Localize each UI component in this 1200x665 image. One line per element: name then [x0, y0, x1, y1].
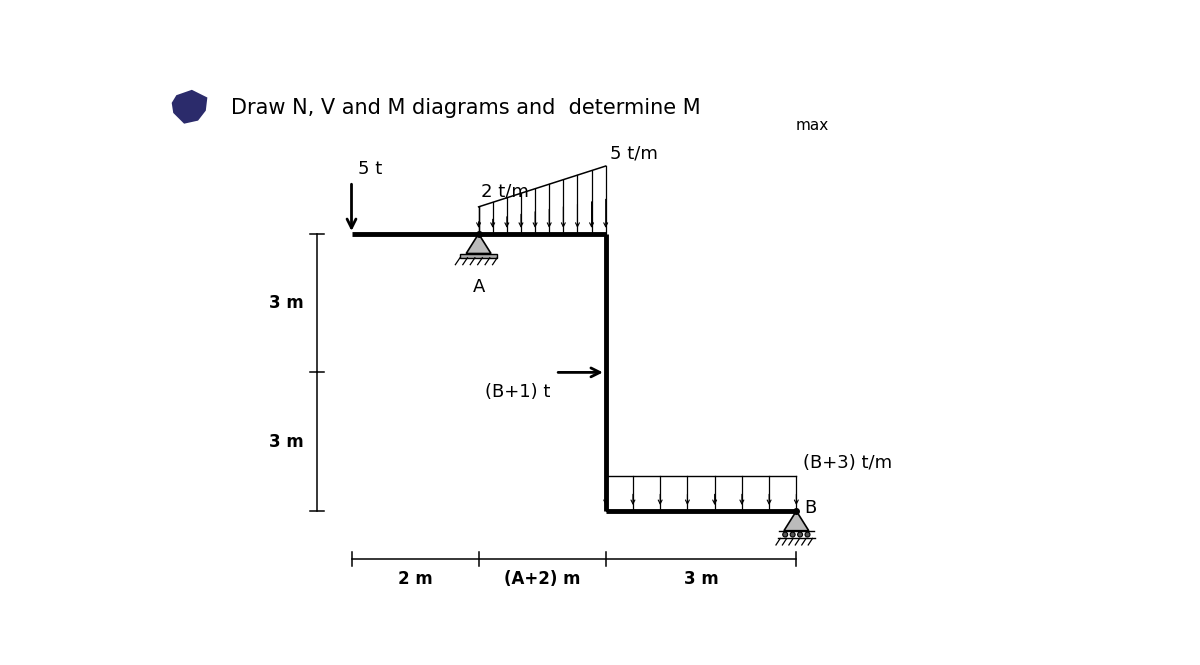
Circle shape	[782, 532, 787, 537]
Polygon shape	[466, 234, 491, 253]
Text: 2 t/m: 2 t/m	[481, 183, 529, 201]
Text: B: B	[804, 499, 816, 517]
Text: max: max	[796, 118, 829, 132]
Polygon shape	[172, 90, 208, 124]
Circle shape	[805, 532, 810, 537]
Polygon shape	[784, 511, 809, 531]
Text: Draw N, V and M diagrams and  determine M: Draw N, V and M diagrams and determine M	[232, 98, 701, 118]
Bar	[460, 253, 497, 258]
Text: (B+3) t/m: (B+3) t/m	[803, 454, 892, 473]
Text: (A+2) m: (A+2) m	[504, 569, 581, 587]
Text: 3 m: 3 m	[270, 294, 305, 312]
Text: (B+1) t: (B+1) t	[485, 383, 551, 401]
Text: 3 m: 3 m	[684, 569, 719, 587]
Circle shape	[798, 532, 803, 537]
Circle shape	[790, 532, 796, 537]
Text: 5 t: 5 t	[358, 160, 382, 178]
Text: 2 m: 2 m	[397, 569, 432, 587]
Text: A: A	[473, 279, 485, 297]
Text: 5 t/m: 5 t/m	[611, 145, 659, 163]
Text: 3 m: 3 m	[270, 433, 305, 451]
